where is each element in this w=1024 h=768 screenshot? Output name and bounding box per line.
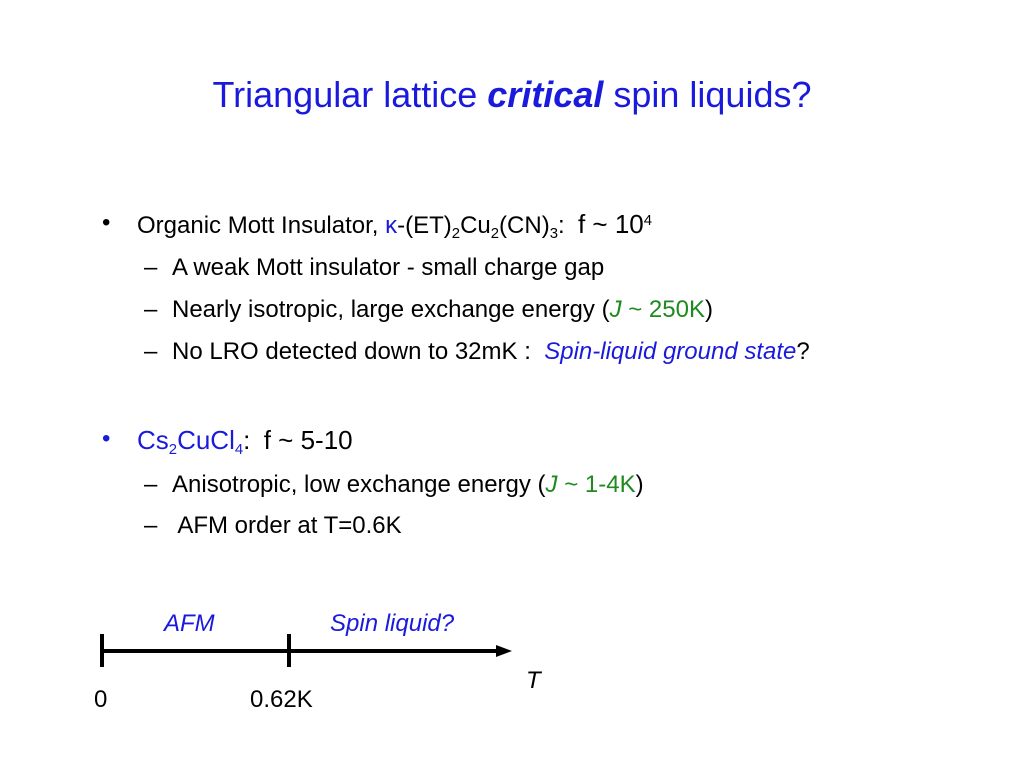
- sub-item-text: Nearly isotropic, large exchange energy …: [172, 296, 610, 323]
- dash-marker: –: [144, 254, 158, 281]
- exchange-value: ~ 250K: [621, 296, 705, 323]
- sub-item-no-lro: – No LRO detected down to 32mK : Spin-liq…: [144, 338, 810, 366]
- region-label-spin-liquid: Spin liquid?: [330, 610, 455, 637]
- region-label-afm: AFM: [164, 610, 215, 637]
- formula-part3: (CN): [499, 212, 550, 239]
- slide-title: Triangular lattice critical spin liquids…: [0, 74, 1024, 116]
- title-post: spin liquids?: [613, 74, 812, 115]
- formula-part1: -(ET): [397, 212, 452, 239]
- sub-item-text: No LRO detected down to 32mK :: [172, 338, 531, 365]
- cs-sub: 2: [168, 442, 178, 459]
- bullet-text: Cs2CuCl4: f ~ 5-10: [105, 425, 353, 459]
- exchange-symbol: J: [545, 471, 558, 498]
- exchange-value: ~ 1-4K: [557, 471, 636, 498]
- tick-label-zero: 0: [94, 686, 108, 713]
- bullet-lead: Organic Mott Insulator,: [137, 212, 379, 239]
- sub-item-text: A weak Mott insulator - small charge gap: [172, 254, 605, 281]
- tick-label-transition: 0.62K: [250, 686, 313, 713]
- frustration-ratio: f ~ 10: [577, 209, 644, 239]
- formula-colon: :: [243, 425, 251, 455]
- sub-item-isotropic: – Nearly isotropic, large exchange energy…: [144, 296, 713, 324]
- sub-item-text: AFM order at T=0.6K: [172, 512, 402, 539]
- kappa-symbol: κ: [385, 212, 398, 239]
- formula-part2: Cu: [460, 212, 491, 239]
- dash-marker: –: [144, 338, 158, 365]
- cucl-symbol: CuCl: [177, 425, 235, 455]
- dash-marker: –: [144, 471, 158, 498]
- question-mark: ?: [796, 338, 810, 365]
- sub-item-weak-mott: – A weak Mott insulator - small charge ga…: [144, 254, 604, 282]
- cucl-sub: 4: [234, 442, 244, 459]
- axis-label-t: T: [526, 667, 541, 694]
- axis-arrowhead: [496, 645, 512, 657]
- close-paren: ): [635, 471, 644, 498]
- title-emphasis: critical: [487, 74, 604, 115]
- exchange-symbol: J: [609, 296, 622, 323]
- dash-marker: –: [144, 296, 158, 323]
- formula-sub3: 3: [549, 226, 558, 243]
- sub-item-text: Anisotropic, low exchange energy (: [172, 471, 546, 498]
- bullet-marker: •: [102, 425, 111, 452]
- frustration-ratio: f ~ 5-10: [263, 425, 353, 455]
- title-pre: Triangular lattice: [212, 74, 478, 115]
- spin-liquid-emphasis: Spin-liquid ground state: [544, 338, 797, 365]
- sub-item-afm-order: – AFM order at T=0.6K: [144, 512, 402, 540]
- formula-colon: :: [557, 212, 565, 239]
- dash-marker: –: [144, 512, 158, 539]
- sub-item-anisotropic: – Anisotropic, low exchange energy (J ~ 1…: [144, 471, 644, 499]
- bullet-text: Organic Mott Insulator, κ-(ET)2Cu2(CN)3:…: [105, 209, 653, 243]
- bullet-marker: •: [102, 209, 111, 236]
- bullet-cs2cucl4: • Cs2CuCl4: f ~ 5-10: [102, 425, 353, 459]
- bullet-organic-mott: • Organic Mott Insulator, κ-(ET)2Cu2(CN)…: [102, 209, 653, 243]
- formula-sub1: 2: [451, 226, 461, 243]
- cs-symbol: Cs: [137, 425, 169, 455]
- close-paren: ): [704, 296, 713, 323]
- formula-sub2: 2: [490, 226, 500, 243]
- frustration-exponent: 4: [643, 212, 653, 229]
